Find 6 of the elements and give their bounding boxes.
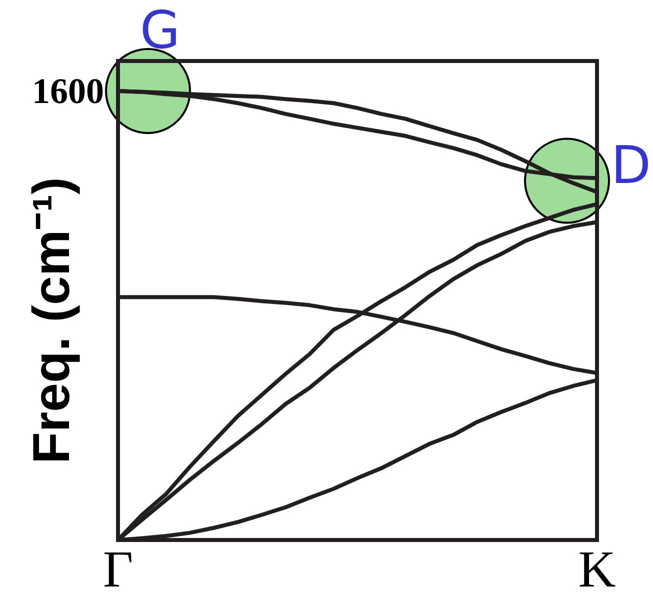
annotation: G [140,1,180,61]
text: 1600 [32,71,104,111]
x-tick-label: Γ [102,542,134,598]
annotation: D [610,136,652,196]
x-tick-label: K [578,542,616,598]
y-axis-title: Freq. (cm⁻¹) [23,177,81,464]
